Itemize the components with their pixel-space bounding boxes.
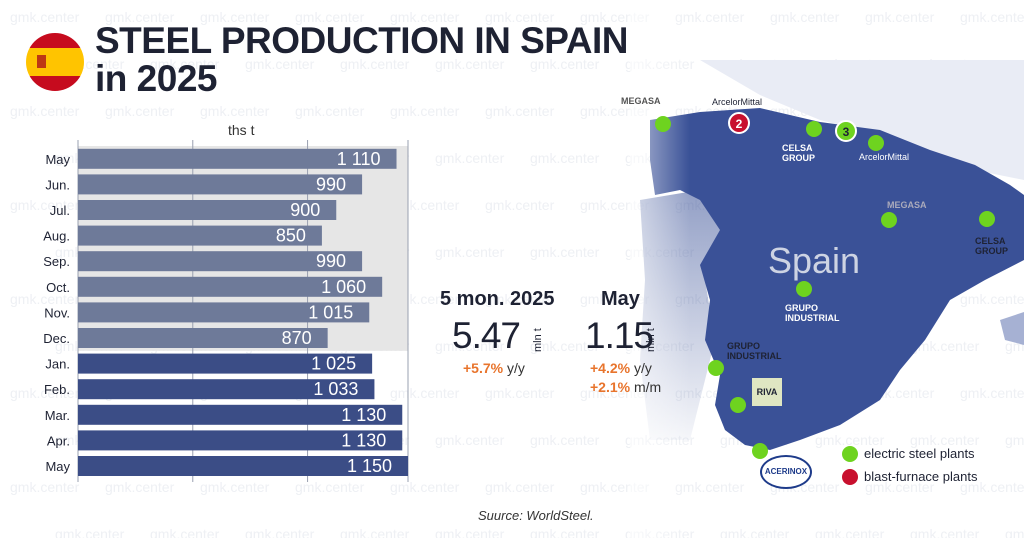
blast-furnace-count: 2	[736, 117, 743, 131]
acerinox-logo: ACERINOX	[760, 455, 812, 489]
chart-bar	[78, 404, 403, 425]
chart-category-label: Jun.	[45, 177, 70, 192]
source-note: Suurce: WorldSteel.	[478, 508, 594, 523]
electric-plant-marker	[730, 397, 746, 413]
may-change-pct: +4.2%	[590, 360, 631, 376]
map-mallorca-shape	[1000, 312, 1024, 345]
chart-value-label: 1 060	[321, 277, 366, 297]
five-months-value: 5.47	[452, 315, 521, 356]
megasa-logo: MEGASA	[887, 200, 927, 210]
five-months-unit: mln t	[532, 328, 544, 352]
celsa-logo: CELSA GROUP	[975, 236, 1009, 256]
may-change-pct: +2.1%	[590, 379, 631, 395]
chart-value-label: 870	[282, 328, 312, 348]
arcelormittal-logo: ArcelorMittal	[859, 152, 910, 162]
chart-bar	[78, 148, 397, 169]
chart-category-label: Sep.	[43, 254, 70, 269]
electric-plant-marker	[655, 116, 671, 132]
chart-value-label: 1 130	[341, 430, 386, 450]
spain-flag-icon	[26, 33, 84, 91]
electric-plant-marker	[752, 443, 768, 459]
may-change-mm: +2.1% m/m	[590, 379, 661, 395]
arcelormittal-logo: ArcelorMittal	[712, 97, 763, 107]
electric-plant-marker	[979, 211, 995, 227]
chart-value-label: 850	[276, 226, 306, 246]
electric-plant-marker	[806, 121, 822, 137]
legend-electric-label: electric steel plants	[864, 446, 975, 461]
chart-bar	[78, 353, 373, 374]
chart-bar	[78, 200, 337, 220]
chart-bar	[78, 328, 328, 348]
electric-plant-marker	[708, 360, 724, 376]
chart-value-label: 1 150	[347, 456, 392, 476]
legend-blast-label: blast-furnace plants	[864, 469, 978, 484]
chart-category-label: May	[45, 459, 70, 474]
blast-furnace-marker: 2	[728, 112, 750, 134]
chart-value-label: 1 110	[337, 149, 381, 169]
megasa-logo: MEGASA	[621, 96, 661, 106]
electric-cluster-marker: 3	[835, 120, 857, 142]
legend-blast-swatch	[842, 469, 858, 485]
electric-plant-marker	[881, 212, 897, 228]
chart-category-label: Jul.	[50, 203, 70, 218]
electric-plant-marker	[796, 281, 812, 297]
chart-value-label: 1 033	[313, 379, 358, 399]
may-unit: mln t	[645, 328, 657, 352]
chart-value-label: 990	[316, 174, 346, 194]
chart-category-label: Apr.	[47, 433, 70, 448]
map-france-shape	[700, 60, 1024, 180]
chart-category-label: Feb.	[44, 382, 70, 397]
chart-category-label: Nov.	[44, 305, 70, 320]
chart-bar	[78, 302, 370, 323]
chart-bar	[78, 430, 403, 451]
chart-bar	[78, 379, 375, 400]
chart-value-label: 1 130	[341, 405, 386, 425]
may-change-period: y/y	[633, 360, 652, 376]
map-spain-shape	[650, 108, 1024, 450]
five-months-change-pct: +5.7%	[463, 360, 504, 376]
chart-category-label: Aug.	[43, 229, 70, 244]
chart-bar	[78, 225, 322, 246]
title-line-2: in 2025	[95, 58, 217, 99]
electric-cluster-count: 3	[843, 125, 850, 139]
may-change-yy: +4.2% y/y	[590, 360, 652, 376]
page-title: STEEL PRODUCTION IN SPAIN in 2025	[95, 22, 628, 98]
chart-bar	[78, 456, 408, 476]
chart-value-label: 900	[290, 200, 320, 220]
electric-plant-markers	[655, 116, 995, 459]
may-label: May	[601, 288, 640, 310]
may-change-period: m/m	[633, 379, 662, 395]
chart-value-label: 990	[316, 251, 346, 271]
chart-category-label: Jan.	[45, 357, 70, 372]
chart-category-label: Mar.	[45, 408, 70, 423]
title-line-1: STEEL PRODUCTION IN SPAIN	[95, 20, 628, 61]
chart-bar	[78, 174, 363, 195]
five-months-change-period: y/y	[506, 360, 525, 376]
chart-value-label: 1 025	[311, 354, 356, 374]
five-months-label: 5 mon. 2025	[440, 288, 555, 310]
map-country-label: Spain	[768, 240, 860, 281]
chart-unit-label: ths t	[228, 122, 255, 138]
grupo-industrial-logo: GRUPO INDUSTRIAL	[727, 341, 782, 361]
chart-category-label: May	[45, 152, 70, 167]
chart-category-label: Oct.	[46, 280, 70, 295]
celsa-logo: CELSA GROUP	[782, 143, 816, 163]
chart-category-label: Dec.	[43, 331, 70, 346]
chart-bar	[78, 251, 363, 272]
grupo-industrial-logo: GRUPO INDUSTRIAL	[785, 303, 840, 323]
legend-electric-swatch	[842, 446, 858, 462]
riva-logo: RIVA	[752, 378, 782, 406]
chart-value-label: 1 015	[308, 302, 353, 322]
chart-bar	[78, 276, 383, 297]
electric-plant-marker	[868, 135, 884, 151]
may-value: 1.15	[585, 315, 654, 356]
five-months-change-yy: +5.7% y/y	[463, 360, 525, 376]
